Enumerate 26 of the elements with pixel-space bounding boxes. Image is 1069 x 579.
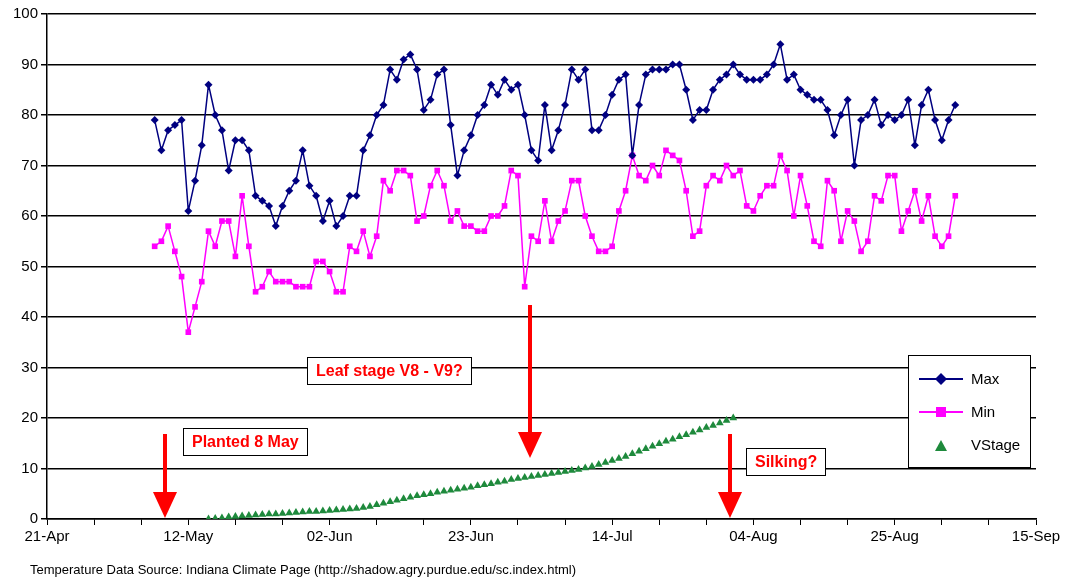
x-tick-label: 04-Aug	[729, 527, 778, 545]
annotation: Silking?	[746, 448, 827, 476]
legend-label: VStage	[971, 436, 1021, 453]
x-tick-label: 25-Aug	[870, 527, 919, 545]
y-tick-label: 70	[21, 155, 39, 173]
y-tick-label: 30	[21, 357, 39, 375]
y-tick-label: 10	[21, 458, 39, 476]
legend-label: Max	[971, 370, 1000, 387]
x-tick-label: 02-Jun	[306, 527, 353, 545]
x-tick-label: 21-Apr	[24, 527, 70, 545]
y-tick-label: 90	[21, 54, 39, 72]
x-tick-label: 23-Jun	[447, 527, 494, 545]
text: Temperature Data Source: Indiana Climate Page (http://shadow.agry.purdue.edu/sc.index.html)	[30, 562, 577, 577]
legend-label: Min	[971, 403, 996, 420]
annotation: Planted 8 May	[183, 428, 308, 456]
y-tick-label: 40	[21, 307, 39, 325]
y-tick-label: 0	[29, 509, 39, 527]
y-tick-label: 20	[21, 408, 39, 426]
annotation: Leaf stage V8 - V9?	[307, 357, 472, 385]
x-tick-label: 15-Sep	[1011, 527, 1061, 545]
x-tick-label: 14-Jul	[591, 527, 633, 545]
y-tick-label: 60	[21, 206, 39, 224]
y-tick-label: 100	[13, 4, 39, 22]
y-tick-label: 80	[21, 105, 39, 123]
x-tick-label: 12-May	[163, 527, 214, 545]
y-tick-label: 50	[21, 256, 39, 274]
